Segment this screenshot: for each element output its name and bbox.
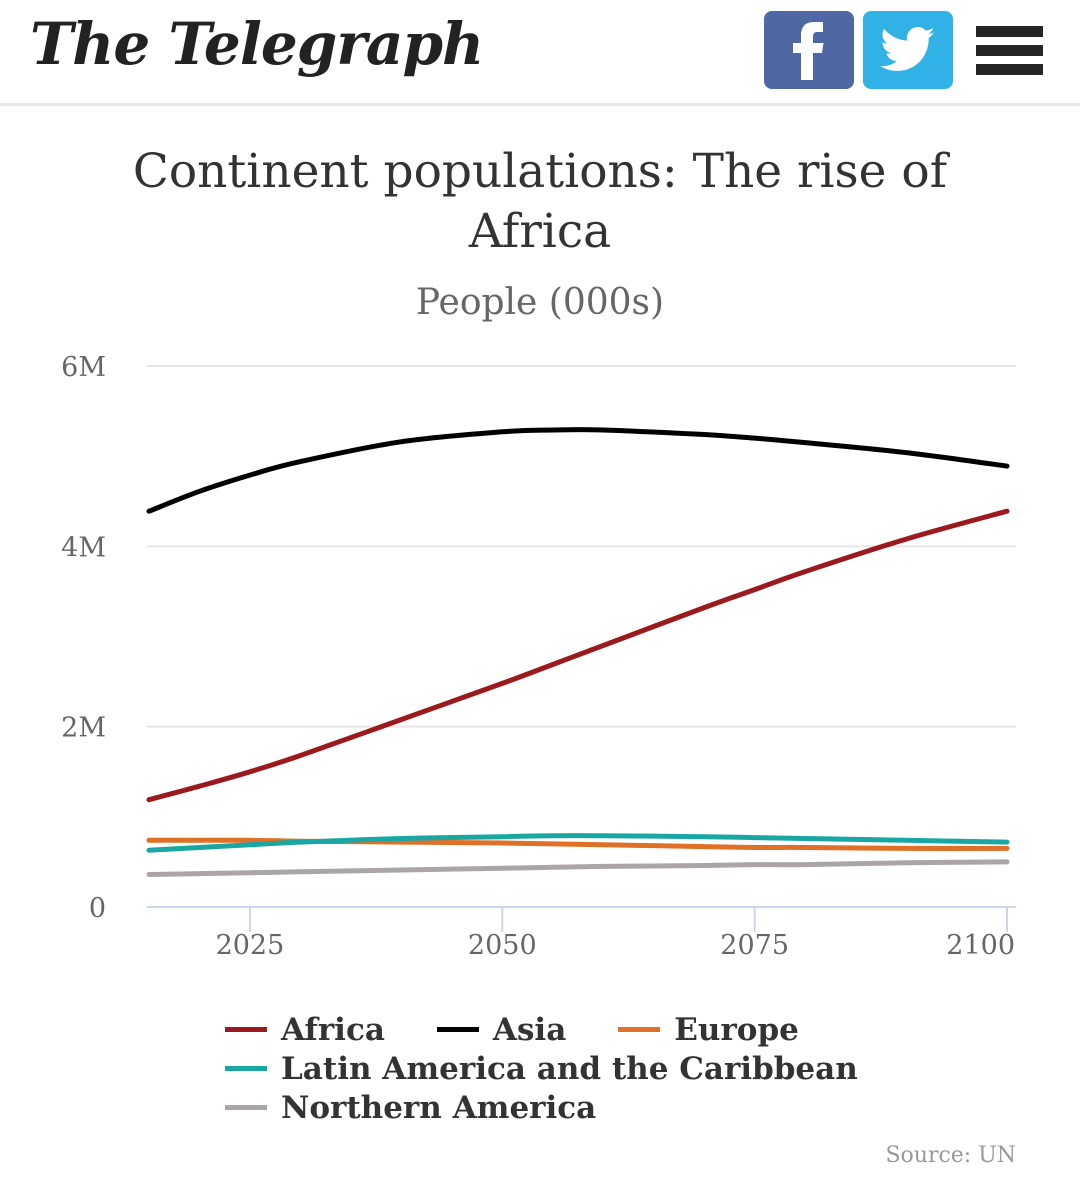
menu-bar-icon <box>976 26 1043 37</box>
legend-swatch <box>436 1027 479 1032</box>
legend-label: Asia <box>492 1011 567 1048</box>
legend-swatch <box>225 1027 267 1032</box>
site-header: The Telegraph <box>0 0 1080 106</box>
legend-item-africa[interactable]: Africa <box>225 1012 385 1048</box>
facebook-share-button[interactable] <box>764 11 854 89</box>
chart-subtitle: People (000s) <box>415 282 665 323</box>
legend-swatch <box>225 1066 267 1071</box>
legend-label: Latin America and the Caribbean <box>281 1050 858 1087</box>
menu-bar-icon <box>976 45 1043 56</box>
x-tick-label: 2025 <box>216 930 285 961</box>
series-line-northern-america[interactable] <box>146 859 1010 877</box>
twitter-share-button[interactable] <box>863 11 953 89</box>
y-tick-label: 0 <box>89 893 106 924</box>
series-line-europe[interactable] <box>146 837 1010 851</box>
y-tick-label: 2M <box>61 713 106 744</box>
menu-bar-icon <box>976 64 1043 75</box>
facebook-icon <box>793 22 824 80</box>
y-tick-label: 6M <box>61 352 106 383</box>
x-tick-label: 2075 <box>720 930 789 961</box>
hamburger-menu-button[interactable] <box>976 26 1043 76</box>
legend-label: Europe <box>674 1011 799 1048</box>
source-note: Source: UN <box>885 1143 1016 1168</box>
chart-title: Continent populations: The rise of Afric… <box>132 144 948 259</box>
legend-item-latin-america[interactable]: Latin America and the Caribbean <box>225 1051 858 1087</box>
telegraph-logo[interactable]: The Telegraph <box>30 10 484 78</box>
legend-item-northern-america[interactable]: Northern America <box>225 1090 596 1126</box>
twitter-icon <box>880 27 935 71</box>
chart-legend: Africa Asia Europe Latin America and the… <box>225 1010 910 1127</box>
legend-item-europe[interactable]: Europe <box>618 1012 799 1048</box>
legend-swatch <box>618 1027 661 1032</box>
legend-label: Northern America <box>281 1089 597 1126</box>
x-tick-label: 2100 <box>946 930 1015 961</box>
y-tick-label: 4M <box>61 532 106 563</box>
series-line-africa[interactable] <box>146 508 1010 803</box>
legend-swatch <box>225 1105 267 1110</box>
series-line-asia[interactable] <box>146 427 1010 514</box>
series-line-latin-america-and-the-caribbean[interactable] <box>146 833 1010 853</box>
line-chart: 0 2M 4M 6M 2025 2050 2075 2100 <box>61 352 1016 961</box>
legend-label: Africa <box>281 1011 385 1048</box>
x-tick-label: 2050 <box>468 930 537 961</box>
legend-item-asia[interactable]: Asia <box>436 1011 567 1048</box>
